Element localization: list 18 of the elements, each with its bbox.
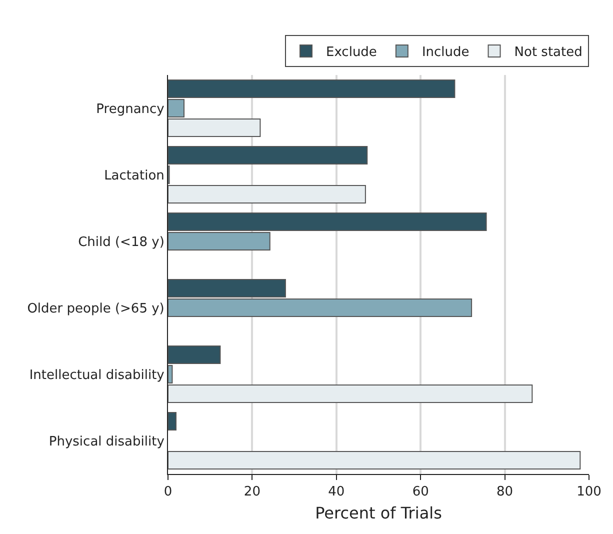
- legend-label: Include: [422, 45, 470, 60]
- y-tick-label: Intellectual disability: [29, 368, 165, 383]
- x-axis-title: Percent of Trials: [315, 503, 442, 522]
- y-tick-label: Child (<18 y): [78, 234, 164, 250]
- x-tick-label: 40: [328, 484, 345, 500]
- x-tick-label: 100: [576, 484, 602, 500]
- x-tick-label: 60: [412, 484, 429, 500]
- x-tick-label: 0: [164, 484, 172, 500]
- bar: [168, 450, 581, 470]
- y-tick-label: Older people (>65 y): [27, 301, 164, 316]
- legend-label: Exclude: [326, 45, 377, 60]
- x-tick-label: 80: [496, 484, 514, 500]
- bar: [168, 412, 176, 431]
- y-tick-label: Lactation: [104, 168, 164, 184]
- legend-label: Not stated: [514, 45, 582, 60]
- y-tick-label: Physical disability: [48, 434, 165, 450]
- x-tick-label: 20: [244, 484, 260, 500]
- y-tick-label: Pregnancy: [96, 102, 165, 117]
